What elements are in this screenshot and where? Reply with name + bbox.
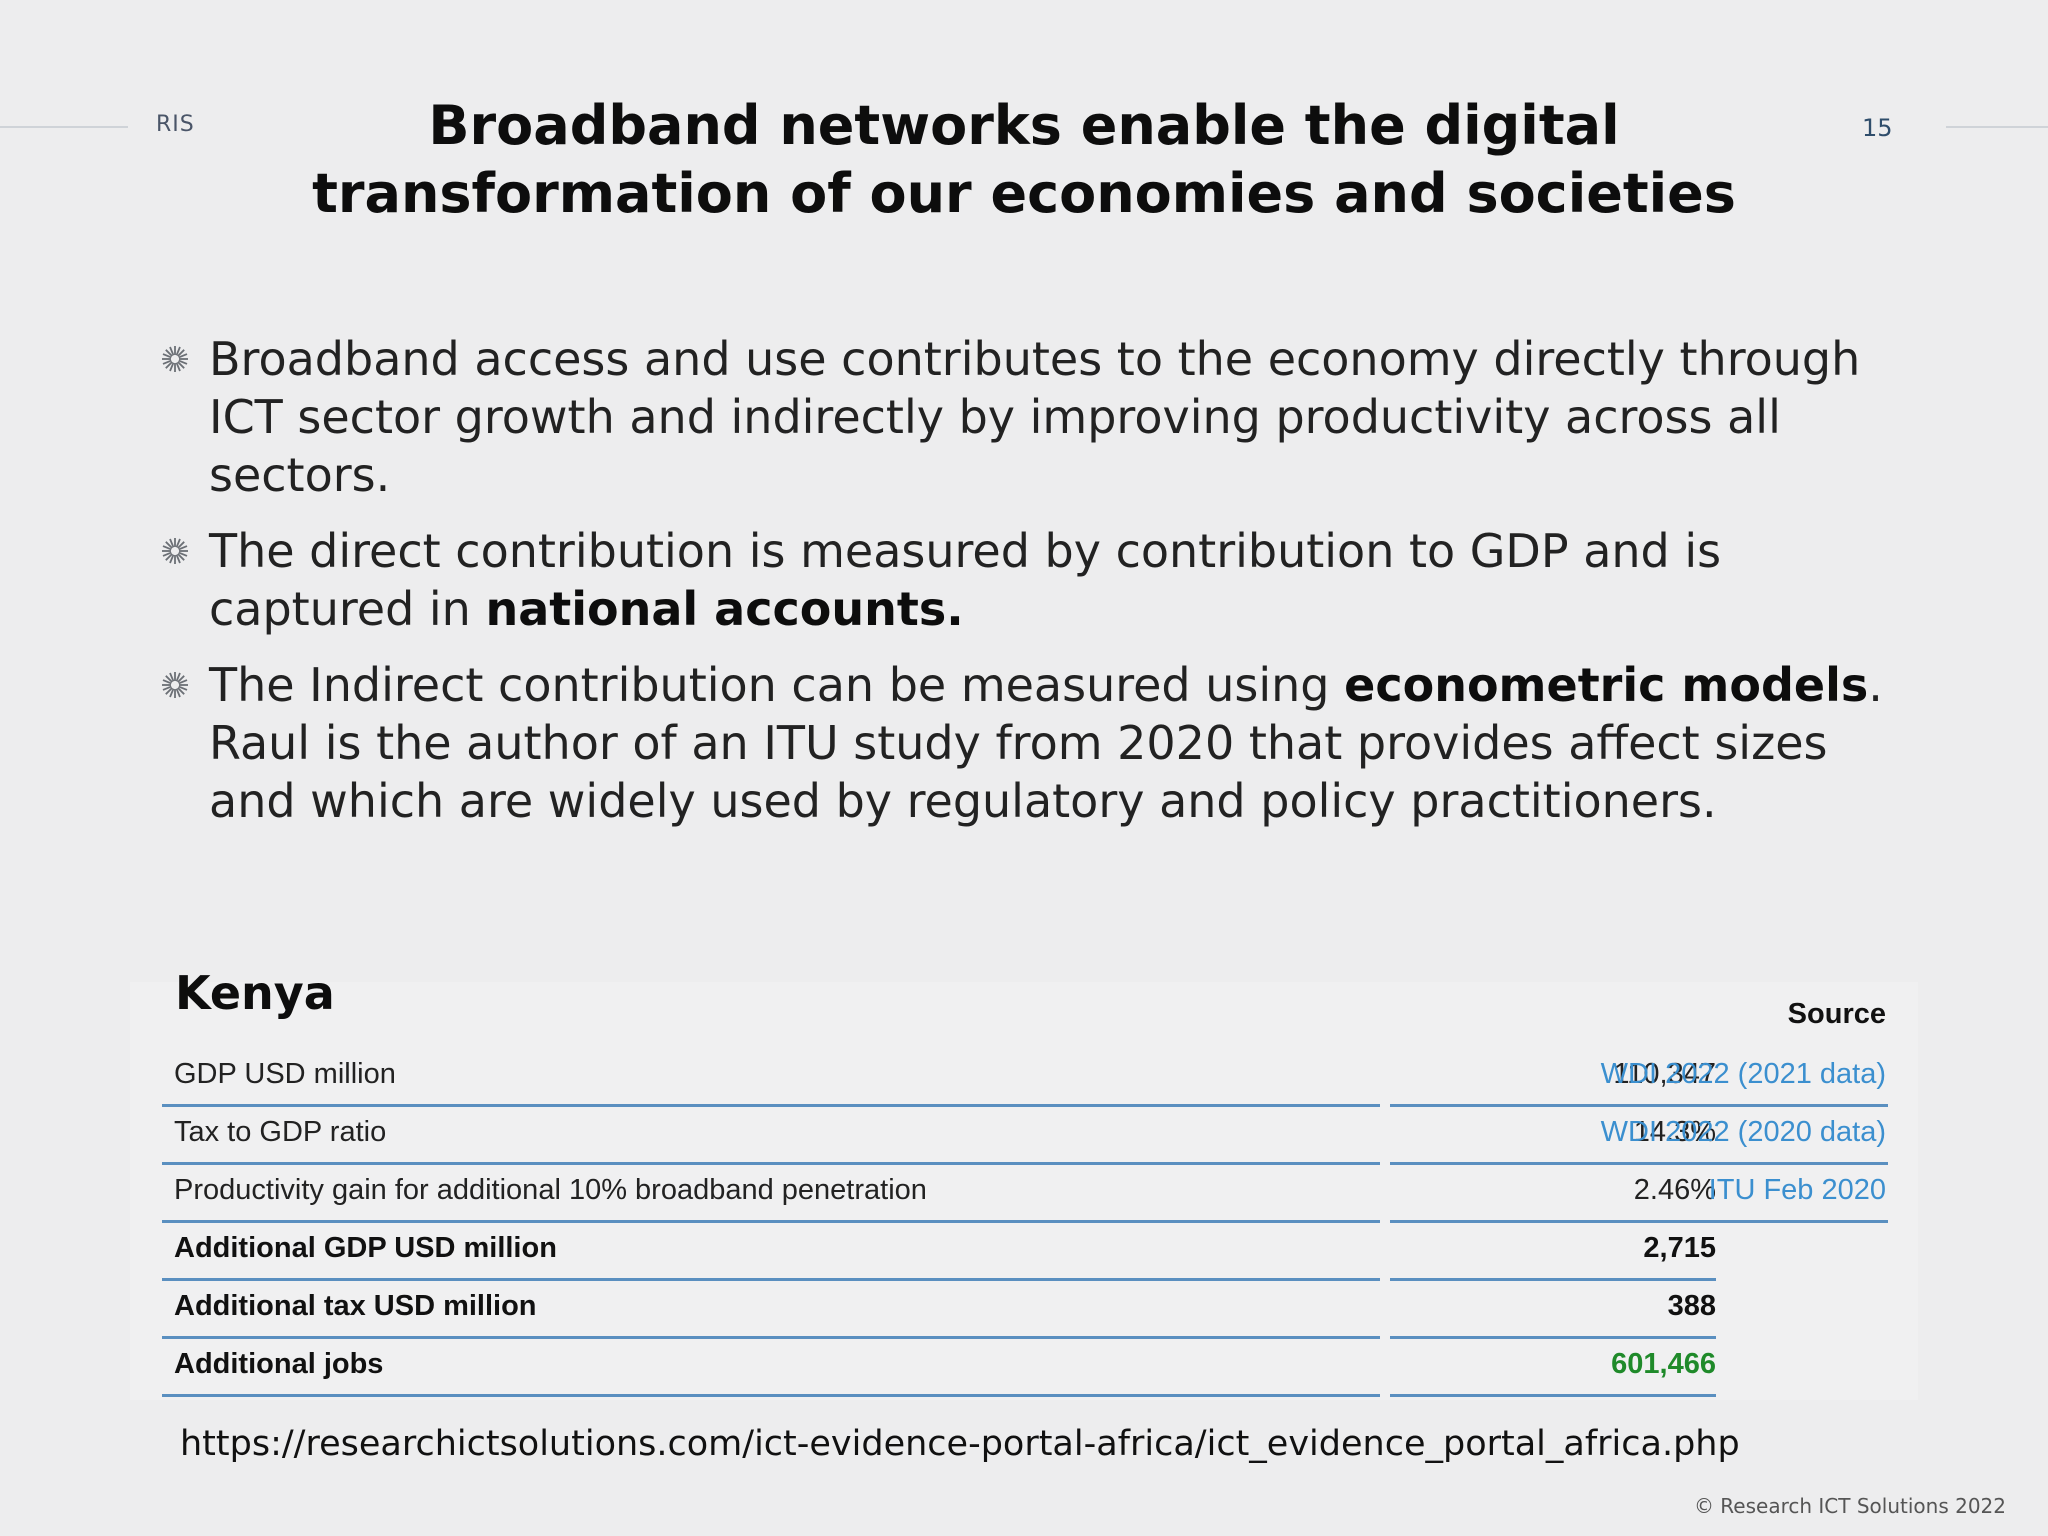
row-divider — [1560, 1162, 1888, 1165]
row-value: 110,347 — [1613, 1058, 1716, 1090]
copyright-notice: © Research ICT Solutions 2022 — [1693, 1494, 2006, 1518]
row-label: GDP USD million — [174, 1058, 396, 1090]
portal-url[interactable]: https://researchictsolutions.com/ict-evi… — [180, 1424, 1740, 1464]
source-column-header: Source — [1787, 998, 1886, 1030]
row-divider — [162, 1394, 1380, 1397]
table-row: Additional GDP USD million 2,715 — [162, 1224, 1888, 1282]
row-value: 2.46% — [1633, 1174, 1716, 1206]
table-row: Productivity gain for additional 10% bro… — [162, 1166, 1888, 1224]
row-divider — [1560, 1104, 1888, 1107]
row-divider — [1390, 1162, 1716, 1165]
table-row: Additional tax USD million 388 — [162, 1282, 1888, 1340]
row-divider — [162, 1278, 1380, 1281]
row-label: Productivity gain for additional 10% bro… — [174, 1174, 927, 1206]
slide-title: Broadband networks enable the digital tr… — [312, 94, 1736, 225]
sunburst-icon — [162, 672, 188, 698]
bullet-list: Broadband access and use contributes to … — [160, 330, 1920, 848]
bullet-item: The Indirect contribution can be measure… — [160, 656, 1920, 830]
bullet-text: . Raul is the author of an ITU study fro… — [209, 658, 1883, 828]
page-number: 15 — [1862, 114, 1893, 142]
bullet-text: The direct contribution is measured by c… — [209, 524, 1722, 636]
bullet-text: The Indirect contribution can be measure… — [209, 658, 1345, 712]
bullet-text: Broadband access and use contributes to … — [209, 332, 1861, 502]
row-divider — [162, 1220, 1380, 1223]
row-value: 388 — [1667, 1290, 1716, 1322]
table-row: Tax to GDP ratio 14.3% WDI 2022 (2020 data… — [162, 1108, 1888, 1166]
row-divider — [1390, 1394, 1716, 1397]
table-row: Additional jobs 601,466 — [162, 1340, 1888, 1398]
kenya-table-panel — [130, 982, 1918, 1400]
row-label: Additional GDP USD million — [174, 1232, 557, 1264]
row-label: Additional tax USD million — [174, 1290, 537, 1322]
row-divider — [162, 1336, 1380, 1339]
row-source-link[interactable]: ITU Feb 2020 — [1708, 1174, 1886, 1206]
row-value: 601,466 — [1611, 1348, 1716, 1380]
header-divider-right — [1946, 126, 2048, 128]
row-source-link[interactable]: WDI 2022 (2020 data) — [1600, 1116, 1886, 1148]
table-country-title: Kenya — [175, 966, 335, 1020]
table-row: GDP USD million 110,347 WDI 2022 (2021 dat… — [162, 1050, 1888, 1108]
header-divider-left — [0, 126, 128, 128]
row-divider — [1390, 1336, 1716, 1339]
bullet-item: The direct contribution is measured by c… — [160, 522, 1920, 638]
brand-label: RIS — [156, 112, 195, 137]
row-label: Tax to GDP ratio — [174, 1116, 387, 1148]
row-source-link[interactable]: WDI 2022 (2021 data) — [1600, 1058, 1886, 1090]
row-value: 14.3% — [1633, 1116, 1716, 1148]
bullet-item: Broadband access and use contributes to … — [160, 330, 1920, 504]
row-divider — [162, 1162, 1380, 1165]
row-divider — [1390, 1278, 1716, 1281]
sunburst-icon — [162, 346, 188, 372]
row-divider — [1560, 1220, 1888, 1223]
row-value: 2,715 — [1643, 1232, 1716, 1264]
row-divider — [162, 1104, 1380, 1107]
sunburst-icon — [162, 538, 188, 564]
row-label: Additional jobs — [174, 1348, 384, 1380]
bullet-bold-text: national accounts. — [485, 582, 964, 636]
row-divider — [1390, 1104, 1716, 1107]
row-divider — [1390, 1220, 1716, 1223]
bullet-bold-text: econometric models — [1344, 658, 1869, 712]
